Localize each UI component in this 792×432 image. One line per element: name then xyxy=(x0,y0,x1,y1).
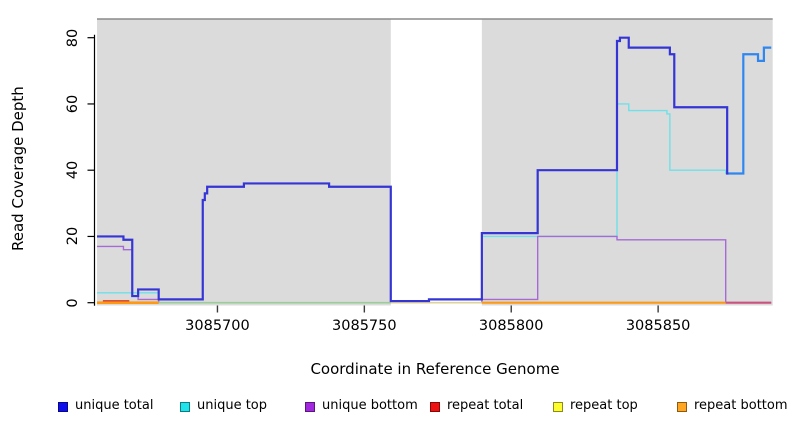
legend-label: repeat bottom xyxy=(694,398,788,413)
legend-label: repeat total xyxy=(447,398,524,413)
x-tick-label: 3085750 xyxy=(332,318,397,334)
shaded-region xyxy=(481,19,773,306)
x-tick-label: 3085700 xyxy=(185,318,250,334)
y-tick-label: 60 xyxy=(65,94,81,114)
y-tick-label: 40 xyxy=(65,160,81,180)
legend-label: repeat top xyxy=(570,398,638,413)
y-tick-label: 20 xyxy=(65,227,81,246)
legend-swatch-icon xyxy=(677,402,687,412)
legend-label: unique bottom xyxy=(322,398,418,413)
legend: unique total unique top unique bottom repea… xyxy=(0,398,792,424)
shaded-region xyxy=(97,19,391,306)
x-axis-title: Coordinate in Reference Genome xyxy=(310,360,560,378)
legend-swatch-icon xyxy=(58,402,68,412)
legend-label: unique top xyxy=(197,398,268,413)
legend-swatch-icon xyxy=(553,402,563,412)
x-tick-label: 3085800 xyxy=(478,318,544,334)
legend-label: unique total xyxy=(75,398,154,413)
legend-swatch-icon xyxy=(305,402,315,412)
x-tick-label: 3085850 xyxy=(625,318,691,334)
y-tick-label: 80 xyxy=(65,28,81,47)
y-axis-title: Read Coverage Depth xyxy=(9,86,27,251)
series-line xyxy=(97,36,729,303)
series-line xyxy=(728,46,772,175)
y-tick-label: 0 xyxy=(65,298,81,308)
legend-swatch-icon xyxy=(430,402,440,412)
legend-swatch-icon xyxy=(180,402,190,412)
